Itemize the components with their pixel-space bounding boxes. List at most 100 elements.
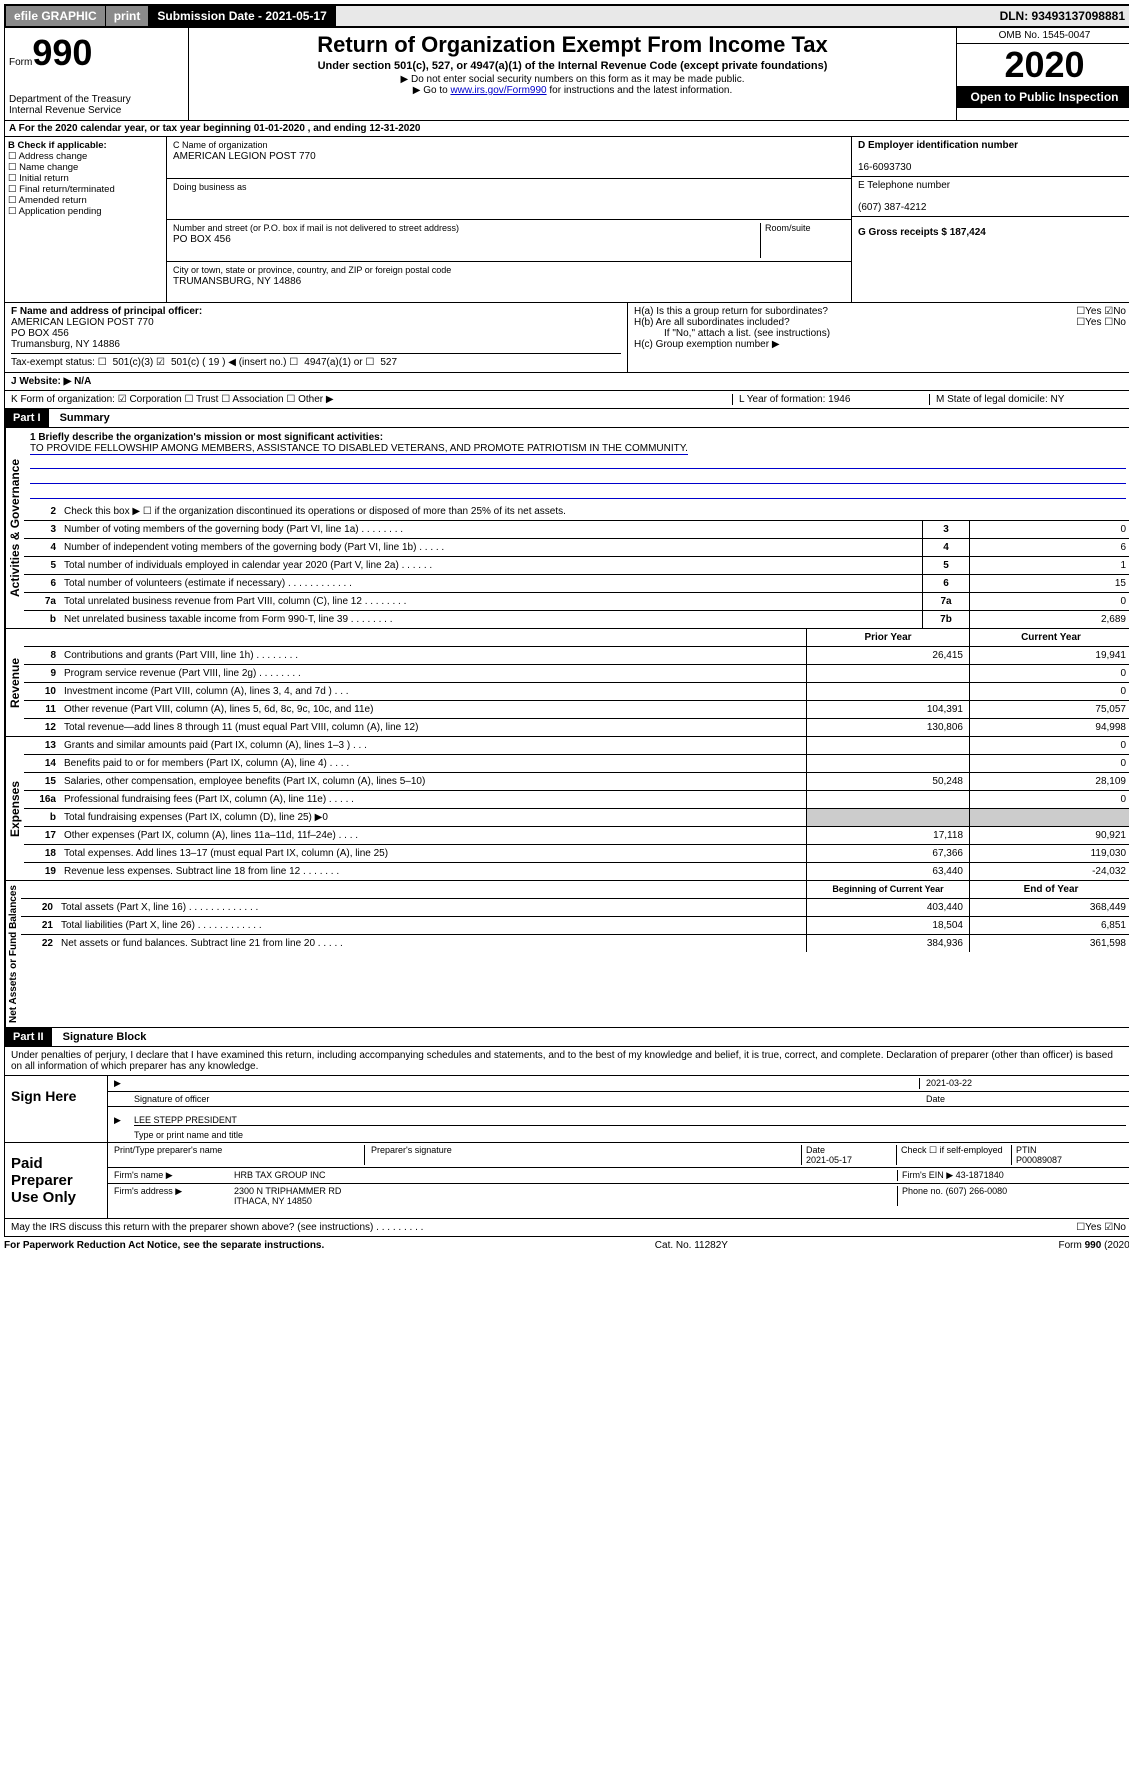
line-j: J Website: ▶ N/A: [4, 373, 1129, 391]
name-type-label: Type or print name and title: [134, 1130, 243, 1140]
sign-label: Sign Here: [5, 1076, 108, 1142]
part2-label: Part II: [5, 1028, 52, 1046]
head-prior: Prior Year: [806, 629, 969, 646]
tax-4947: 4947(a)(1) or: [304, 357, 362, 368]
self-emp: Check ☐ if self-employed: [897, 1145, 1012, 1165]
officer-signed-name: LEE STEPP PRESIDENT: [134, 1115, 1126, 1126]
officer-name: AMERICAN LEGION POST 770: [11, 317, 154, 328]
ptin-label: PTIN: [1016, 1145, 1037, 1155]
part2-header: Part II Signature Block: [4, 1028, 1129, 1047]
footer-right: Form 990 (2020): [1059, 1240, 1129, 1251]
net-section: Net Assets or Fund Balances Beginning of…: [4, 881, 1129, 1028]
ptin: P00089087: [1016, 1155, 1062, 1165]
efile-btn[interactable]: efile GRAPHIC: [6, 6, 106, 26]
section-a: A For the 2020 calendar year, or tax yea…: [4, 121, 1129, 137]
part1-title: Summary: [52, 412, 110, 424]
prep-sig-label: Preparer's signature: [365, 1145, 802, 1165]
subtitle-2: ▶ Do not enter social security numbers o…: [193, 74, 952, 85]
checkbox-item[interactable]: ☐ Name change: [8, 162, 163, 173]
omb: OMB No. 1545-0047: [957, 28, 1129, 44]
governance-label: Activities & Governance: [5, 428, 24, 628]
hb-label: H(b) Are all subordinates included?: [634, 317, 1076, 328]
firm-addr: 2300 N TRIPHAMMER RD: [234, 1186, 341, 1196]
footer-mid: Cat. No. 11282Y: [324, 1240, 1058, 1251]
sign-date: 2021-03-22: [919, 1078, 1126, 1089]
tax-year: 2020: [957, 44, 1129, 86]
l-year: L Year of formation: 1946: [732, 394, 929, 405]
block-bcd: B Check if applicable: ☐ Address change☐…: [4, 137, 1129, 303]
revenue-section: Revenue Prior YearCurrent Year 8Contribu…: [4, 629, 1129, 737]
checkbox-item[interactable]: ☐ Address change: [8, 151, 163, 162]
sub3-post: for instructions and the latest informat…: [547, 85, 733, 96]
tax-527: 527: [380, 357, 397, 368]
col-d: D Employer identification number 16-60937…: [851, 137, 1129, 302]
prep-date-label: Date: [806, 1145, 825, 1155]
part2-title: Signature Block: [55, 1031, 147, 1043]
expenses-label: Expenses: [5, 737, 24, 880]
addr: PO BOX 456: [173, 234, 231, 245]
city-label: City or town, state or province, country…: [173, 265, 451, 275]
sig-officer-label: Signature of officer: [134, 1094, 920, 1104]
revenue-label: Revenue: [5, 629, 24, 736]
top-bar: efile GRAPHIC print Submission Date - 20…: [4, 4, 1129, 28]
prep-date: 2021-05-17: [806, 1155, 852, 1165]
form-header: Form990 Department of the Treasury Inter…: [4, 28, 1129, 121]
dln: DLN: 93493137098881: [994, 6, 1129, 26]
q1: 1 Briefly describe the organization's mi…: [30, 432, 383, 443]
submission-date: Submission Date - 2021-05-17: [149, 6, 335, 26]
ha-label: H(a) Is this a group return for subordin…: [634, 306, 1076, 317]
line-k: K Form of organization: ☑ Corporation ☐ …: [4, 391, 1129, 409]
paid-label: Paid Preparer Use Only: [5, 1143, 108, 1218]
phone: (607) 387-4212: [858, 202, 926, 213]
ein: 16-6093730: [858, 162, 911, 173]
firm-ein-label: Firm's EIN ▶: [902, 1170, 953, 1180]
form-number: 990: [32, 32, 92, 73]
col-c: C Name of organizationAMERICAN LEGION PO…: [167, 137, 851, 302]
discuss-text: May the IRS discuss this return with the…: [11, 1222, 1076, 1233]
subtitle-1: Under section 501(c), 527, or 4947(a)(1)…: [195, 60, 950, 72]
print-btn[interactable]: print: [106, 6, 150, 26]
officer-addr2: Trumansburg, NY 14886: [11, 339, 120, 350]
city: TRUMANSBURG, NY 14886: [173, 276, 301, 287]
checkbox-item[interactable]: ☐ Amended return: [8, 195, 163, 206]
head-current: Current Year: [969, 629, 1129, 646]
q2: Check this box ▶ ☐ if the organization d…: [60, 503, 1129, 520]
c-label: C Name of organization: [173, 140, 268, 150]
net-label: Net Assets or Fund Balances: [5, 881, 21, 1027]
room-label: Room/suite: [760, 223, 845, 258]
block-fh: F Name and address of principal officer:…: [4, 303, 1129, 373]
firm-ein: 43-1871840: [956, 1170, 1004, 1180]
discuss-row: May the IRS discuss this return with the…: [4, 1219, 1129, 1237]
paid-preparer: Paid Preparer Use Only Print/Type prepar…: [4, 1143, 1129, 1219]
part1-header: Part I Summary: [4, 409, 1129, 428]
sub3-pre: ▶ Go to: [413, 85, 451, 96]
checkbox-item[interactable]: ☐ Application pending: [8, 206, 163, 217]
governance-section: Activities & Governance 1 Briefly descri…: [4, 428, 1129, 629]
dept: Department of the Treasury Internal Reve…: [9, 94, 184, 116]
firm-addr-label: Firm's address ▶: [114, 1186, 234, 1206]
officer-addr1: PO BOX 456: [11, 328, 69, 339]
checkbox-item[interactable]: ☐ Final return/terminated: [8, 184, 163, 195]
form-label: Form: [9, 57, 32, 68]
col-b: B Check if applicable: ☐ Address change☐…: [5, 137, 167, 302]
head-begin: Beginning of Current Year: [806, 881, 969, 898]
tax-501c: 501(c) ( 19 ) ◀ (insert no.): [171, 357, 287, 368]
part1-label: Part I: [5, 409, 49, 427]
firm-city: ITHACA, NY 14850: [234, 1196, 312, 1206]
hb-note: If "No," attach a list. (see instruction…: [634, 328, 1126, 339]
mission-text: TO PROVIDE FELLOWSHIP AMONG MEMBERS, ASS…: [30, 443, 688, 455]
ein-label: D Employer identification number: [858, 140, 1018, 151]
hc-label: H(c) Group exemption number ▶: [634, 339, 1126, 350]
firm-name: HRB TAX GROUP INC: [234, 1170, 898, 1181]
gross-receipts: G Gross receipts $ 187,424: [858, 227, 986, 238]
f-label: F Name and address of principal officer:: [11, 306, 202, 317]
sign-here: Sign Here ▶2021-03-22 Signature of offic…: [4, 1076, 1129, 1143]
checkbox-item[interactable]: ☐ Initial return: [8, 173, 163, 184]
firm-phone-label: Phone no.: [902, 1186, 943, 1196]
head-end: End of Year: [969, 881, 1129, 898]
footer-left: For Paperwork Reduction Act Notice, see …: [4, 1240, 324, 1251]
expenses-section: Expenses 13Grants and similar amounts pa…: [4, 737, 1129, 881]
m-state: M State of legal domicile: NY: [929, 394, 1126, 405]
form990-link[interactable]: www.irs.gov/Form990: [450, 85, 546, 96]
addr-label: Number and street (or P.O. box if mail i…: [173, 223, 459, 233]
